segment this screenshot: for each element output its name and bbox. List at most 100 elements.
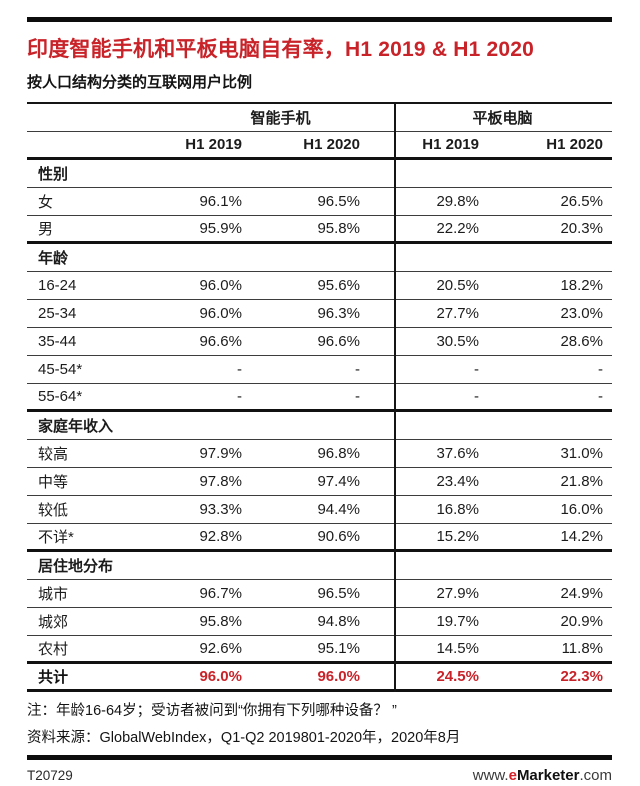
value-cell: 20.5% <box>436 277 479 294</box>
row-label: 55-64* <box>38 388 83 405</box>
row-label: 不详* <box>38 529 74 546</box>
value-cell: - <box>237 361 242 378</box>
value-cell: 90.6% <box>317 528 360 545</box>
value-cell: 16.0% <box>560 501 603 518</box>
row-label: 16-24 <box>38 277 77 294</box>
value-cell: 92.8% <box>199 528 242 545</box>
chart-subtitle: 按人口结构分类的互联网用户比例 <box>27 74 253 91</box>
value-cell: 96.6% <box>317 333 360 350</box>
value-cell: - <box>598 361 603 378</box>
value-cell: - <box>598 388 603 405</box>
source-text: 资料来源：GlobalWebIndex，Q1-Q2 2019801-2020年，… <box>27 730 461 746</box>
value-cell: 93.3% <box>199 501 242 518</box>
value-cell: - <box>474 388 479 405</box>
table-row-35-44: 35-44 96.6% 96.6% 30.5% 28.6% <box>27 328 612 356</box>
value-cell: 19.7% <box>436 613 479 630</box>
value-cell: 96.5% <box>317 585 360 602</box>
value-cell: 95.6% <box>317 277 360 294</box>
value-cell: 18.2% <box>560 277 603 294</box>
value-cell: 92.6% <box>199 640 242 657</box>
value-cell: 31.0% <box>560 445 603 462</box>
row-label: 城郊 <box>38 614 69 631</box>
table-row-female: 女 96.1% 96.5% 29.8% 26.5% <box>27 188 612 216</box>
row-label: 男 <box>38 221 54 238</box>
value-cell: 26.5% <box>560 193 603 210</box>
value-cell: 20.3% <box>560 220 603 237</box>
value-cell: 97.8% <box>199 473 242 490</box>
value-cell: - <box>355 388 360 405</box>
table-row-suburban: 城郊 95.8% 94.8% 19.7% 20.9% <box>27 608 612 636</box>
value-cell: 14.5% <box>436 640 479 657</box>
footer: T20729 www.eMarketer.com <box>27 767 612 784</box>
table-row-total: 共计 96.0% 96.0% 24.5% 22.3% <box>27 664 612 692</box>
url-prefix: www. <box>472 767 509 784</box>
value-cell: 95.8% <box>317 220 360 237</box>
value-cell: 96.6% <box>199 333 242 350</box>
table-row-income-mid: 中等 97.8% 97.4% 23.4% 21.8% <box>27 468 612 496</box>
value-cell: 95.1% <box>317 640 360 657</box>
row-label: 25-34 <box>38 305 77 322</box>
table-row-group-gender: 性别 <box>27 160 612 188</box>
value-cell: - <box>237 388 242 405</box>
value-cell: 27.9% <box>436 585 479 602</box>
total-value-cell: 24.5% <box>436 668 479 685</box>
value-cell: 14.2% <box>560 528 603 545</box>
device-group-tablet-label: 平板电脑 <box>472 110 533 127</box>
value-cell: 29.8% <box>436 193 479 210</box>
row-label: 城市 <box>38 586 69 603</box>
value-cell: 97.9% <box>199 445 242 462</box>
column-header: H1 2019 <box>422 136 479 153</box>
column-header: H1 2019 <box>185 136 242 153</box>
value-cell: 37.6% <box>436 445 479 462</box>
table-row-male: 男 95.9% 95.8% 22.2% 20.3% <box>27 216 612 244</box>
row-label: 女 <box>38 194 54 211</box>
table-row-income-unknown: 不详* 92.8% 90.6% 15.2% 14.2% <box>27 524 612 552</box>
row-label: 45-54* <box>38 361 83 378</box>
row-label: 35-44 <box>38 333 77 350</box>
value-cell: 16.8% <box>436 501 479 518</box>
value-cell: 96.1% <box>199 193 242 210</box>
value-cell: 21.8% <box>560 473 603 490</box>
device-group-smartphone-label: 智能手机 <box>250 110 311 127</box>
chart-title: 印度智能手机和平板电脑自有率，H1 2019 & H1 2020 <box>27 38 535 61</box>
ownership-table: 智能手机 平板电脑 H1 2019 H1 2020 H1 2019 H1 202… <box>27 102 612 692</box>
row-label: 较高 <box>38 446 69 463</box>
bottom-rule <box>27 755 612 760</box>
top-rule <box>27 17 612 22</box>
value-cell: 95.8% <box>199 613 242 630</box>
chart-id: T20729 <box>27 768 73 783</box>
value-cell: 28.6% <box>560 333 603 350</box>
table-row-income-high: 较高 97.9% 96.8% 37.6% 31.0% <box>27 440 612 468</box>
value-cell: 22.2% <box>436 220 479 237</box>
value-cell: - <box>355 361 360 378</box>
value-cell: - <box>474 361 479 378</box>
group-label: 居住地分布 <box>38 558 114 575</box>
value-cell: 96.0% <box>199 305 242 322</box>
total-value-cell: 96.0% <box>317 668 360 685</box>
value-cell: 94.4% <box>317 501 360 518</box>
table-row-group-income: 家庭年收入 <box>27 412 612 440</box>
table-row-55-64: 55-64* - - - - <box>27 384 612 412</box>
value-cell: 96.7% <box>199 585 242 602</box>
value-cell: 97.4% <box>317 473 360 490</box>
value-cell: 30.5% <box>436 333 479 350</box>
brand-marketer: Marketer <box>516 767 580 784</box>
value-cell: 95.9% <box>199 220 242 237</box>
row-label: 较低 <box>38 502 69 519</box>
brand-e: e <box>508 767 517 784</box>
value-cell: 11.8% <box>561 640 603 657</box>
row-label: 农村 <box>38 641 69 658</box>
note-text: 注：年龄16-64岁；受访者被问到“你拥有下列哪种设备？ ” <box>27 703 397 719</box>
value-cell: 23.4% <box>436 473 479 490</box>
table-row-16-24: 16-24 96.0% 95.6% 20.5% 18.2% <box>27 272 612 300</box>
value-cell: 94.8% <box>317 613 360 630</box>
table-row-25-34: 25-34 96.0% 96.3% 27.7% 23.0% <box>27 300 612 328</box>
value-cell: 96.8% <box>317 445 360 462</box>
value-cell: 24.9% <box>560 585 603 602</box>
value-cell: 20.9% <box>560 613 603 630</box>
column-header: H1 2020 <box>303 136 360 153</box>
value-cell: 96.0% <box>199 277 242 294</box>
table-header-device-row: 智能手机 平板电脑 <box>27 104 612 132</box>
url-suffix: .com <box>579 767 612 784</box>
